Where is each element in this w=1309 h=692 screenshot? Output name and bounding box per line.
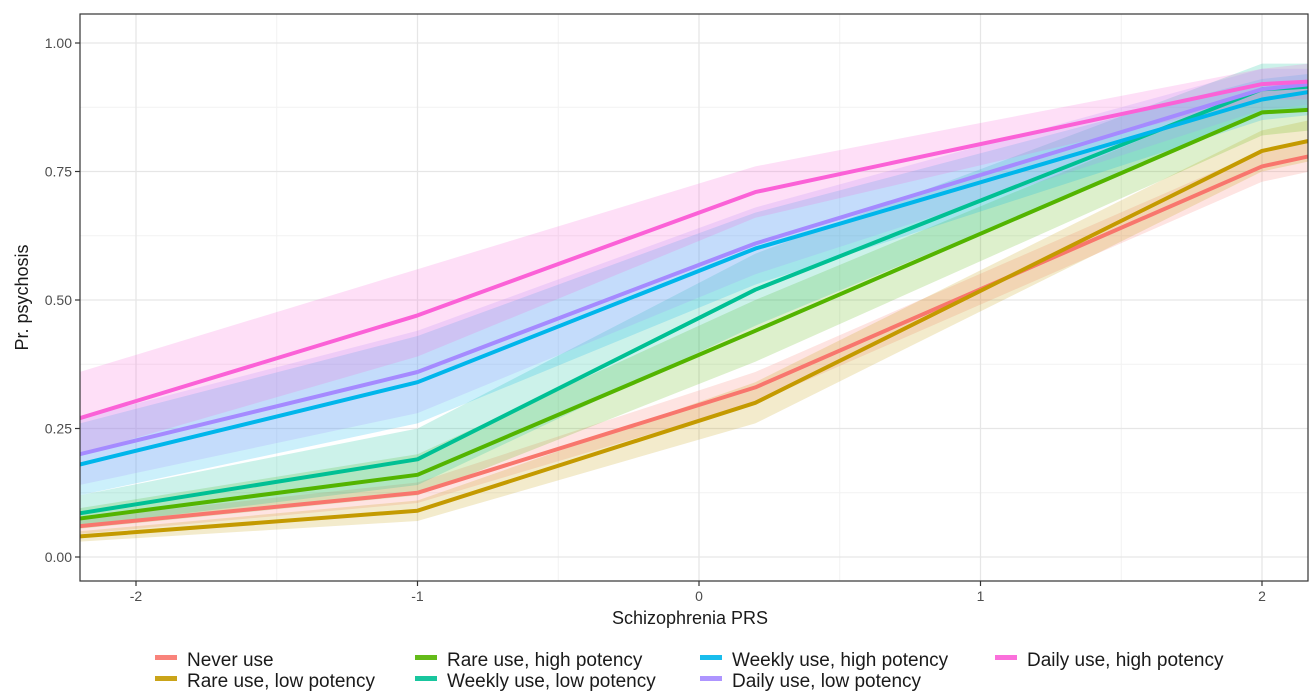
line-never-use: [80, 154, 1308, 529]
legend-label: Daily use, high potency: [1027, 650, 1224, 671]
legend-item: Rare use, low potency: [155, 671, 375, 692]
legend-key: [155, 676, 177, 681]
legend-key: [995, 655, 1017, 660]
y-tick-label: 0.25: [45, 421, 72, 437]
x-axis-title: Schizophrenia PRS: [612, 608, 768, 628]
legend-key: [700, 655, 722, 660]
x-tick-label: -2: [130, 588, 143, 604]
legend-item: Daily use, high potency: [995, 650, 1224, 671]
y-tick-label: 0.00: [45, 549, 72, 565]
line-daily-use-low-potency: [80, 82, 1308, 457]
y-tick-label: 1.00: [45, 35, 72, 51]
x-axis: -2 -1 0 1 2: [130, 581, 1266, 604]
y-axis: 0.00 0.25 0.50 0.75 1.00: [45, 35, 80, 565]
y-tick-label: 0.75: [45, 164, 72, 180]
legend-key: [415, 676, 437, 681]
series-lines: [80, 79, 1308, 539]
x-tick-label: -1: [411, 588, 424, 604]
legend-label: Rare use, low potency: [187, 671, 375, 692]
line-rare-use-low-potency: [80, 139, 1308, 539]
y-axis-title: Pr. psychosis: [12, 244, 32, 350]
band-weekly-use-low-potency: [80, 63, 1308, 527]
legend-label: Daily use, low potency: [732, 671, 922, 692]
legend-item: Daily use, low potency: [700, 671, 922, 692]
legend-item: Weekly use, high potency: [700, 650, 949, 671]
legend-item: Weekly use, low potency: [415, 671, 656, 692]
legend-key: [700, 676, 722, 681]
confidence-bands: [80, 63, 1308, 542]
legend-label: Rare use, high potency: [447, 650, 643, 671]
x-tick-label: 0: [695, 588, 703, 604]
grid-major: [80, 14, 1308, 581]
y-tick-label: 0.50: [45, 292, 72, 308]
legend-label: Weekly use, low potency: [447, 671, 656, 692]
legend-label: Weekly use, high potency: [732, 650, 949, 671]
legend-item: Rare use, high potency: [415, 650, 643, 671]
band-rare-use-high-potency: [80, 89, 1308, 529]
legend-key: [415, 655, 437, 660]
line-weekly-use-high-potency: [80, 90, 1308, 467]
line-rare-use-high-potency: [80, 107, 1308, 521]
x-tick-label: 2: [1258, 588, 1266, 604]
plot-panel-border: [79, 13, 1309, 582]
line-daily-use-high-potency: [80, 79, 1308, 421]
legend-key: [155, 655, 177, 660]
legend-label: Never use: [187, 650, 274, 671]
legend-item: Never use: [155, 650, 274, 671]
x-tick-label: 1: [977, 588, 985, 604]
band-daily-use-high-potency: [80, 63, 1308, 455]
